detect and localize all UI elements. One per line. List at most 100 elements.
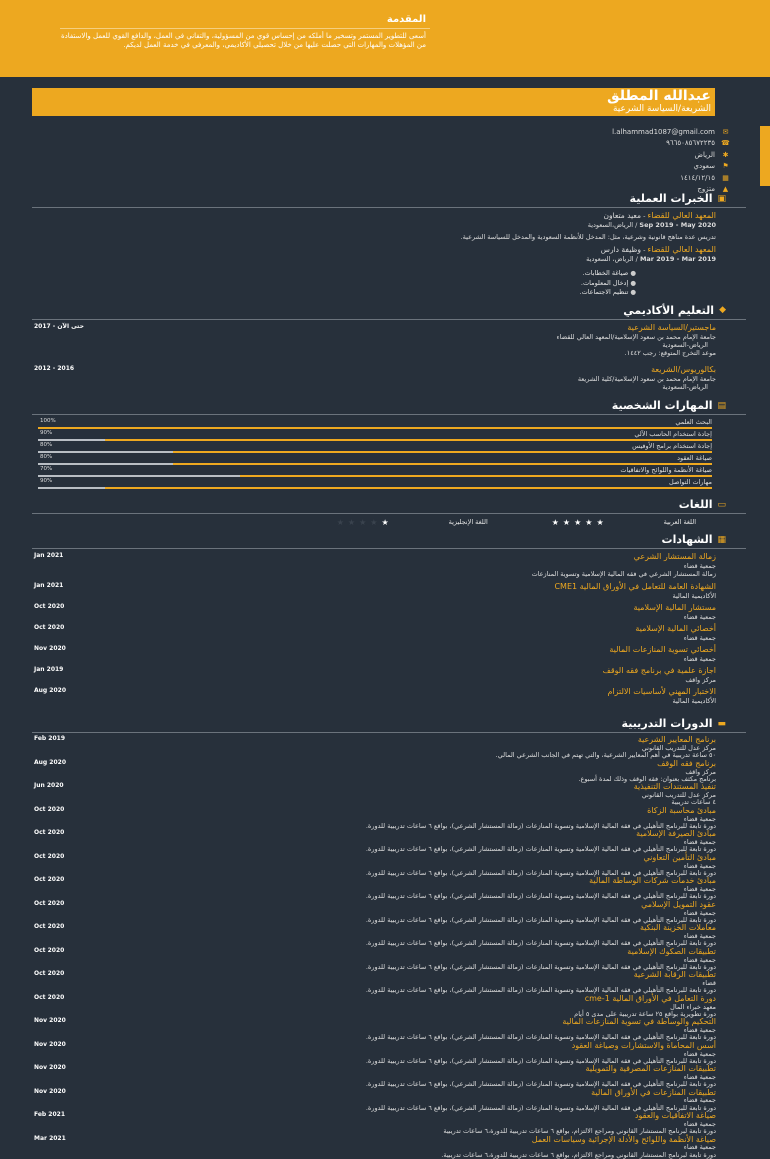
contact-item: ✱ الرياض: [612, 149, 730, 161]
course-title: صياغة الاتفاقيات والعقود: [634, 1111, 716, 1121]
section-heading-certificates: ▦ الشهادات: [32, 533, 746, 550]
certificate-date: Oct 2020: [34, 602, 65, 610]
certificate-org: الأكاديمية المالية: [672, 591, 716, 600]
certificate-entry: الاختبار المهني لأساسيات الالتزام الأكادي…: [32, 687, 746, 705]
resume-body: ▣ الخبرات العملية المعهد العالي للقضاء - م…: [32, 192, 746, 1159]
name-bar: عبدالله المطلق الشريعة/السياسة الشرعية: [32, 88, 715, 116]
star-icon: ★: [574, 518, 582, 528]
course-desc: دورة تابعة لبرنامج المستشار القانوني ومر…: [441, 1150, 716, 1159]
course-org: مركز عدل للتدريب القانوني: [641, 791, 716, 800]
skill-bar-remainder: [38, 475, 241, 478]
course-date: Oct 2020: [34, 923, 65, 931]
location: الرياض، السعودية: [586, 255, 634, 264]
courses-icon: ▬: [717, 718, 726, 729]
course-title: أسس المحاماة والاستشارات وصياغة العقود: [571, 1040, 716, 1050]
dates: 2012 - 2016: [34, 365, 75, 373]
contact-text[interactable]: l.alhammad1087@gmail.com: [612, 127, 715, 136]
skill-name: صياغة الأنظمة واللوائح والاتفاقيات: [620, 466, 712, 475]
contact-list: ✉ l.alhammad1087@gmail.com ☎ ٩٦٦٥٠٨٥٦٧٢٢٣٥ ✱…: [612, 126, 730, 195]
course-org: مركز واقف: [685, 767, 716, 776]
course-desc: دورة تابعة للبرنامج التأهيلي في فقه الما…: [365, 1056, 716, 1065]
course-date: Nov 2020: [34, 1064, 66, 1072]
star-icon: ★: [359, 518, 367, 528]
skill-row: البحث العلمي 100%: [32, 418, 746, 430]
certificate-org: جمعية قضاء: [683, 633, 716, 642]
course-desc: دورة تابعة لبرنامج المستشار القانوني ومر…: [443, 1127, 716, 1136]
skill-bar: [38, 439, 712, 442]
course-title: صياغة الأنظمة واللوائح والأدلة الإجرائية…: [531, 1134, 716, 1144]
course-org: جمعية قضاء: [683, 1049, 716, 1058]
course-desc: دورة تابعة للبرنامج التأهيلي في فقه الما…: [365, 1080, 716, 1089]
course-entry: مبادئ خدمات شركات الوساطة المالية جمعية ق…: [32, 876, 746, 900]
section-title: اللغات: [678, 498, 713, 512]
organization: المعهد العالي للقضاء: [647, 211, 716, 220]
course-entry: مبادئ التأمين التعاوني جمعية قضاء دورة تاب…: [32, 853, 746, 877]
course-desc: دورة تابعة للبرنامج التأهيلي في فقه الما…: [365, 986, 716, 995]
course-title: تطبيقات الرقابة الشرعية: [633, 970, 716, 980]
experience-entry: المعهد العالي للقضاء - معيد متعاون Sep 20…: [32, 211, 746, 241]
course-title: تطبيقات الصكوك الإسلامية: [627, 946, 716, 956]
certificate-title: الشهادة العامة للتعامل في الأوراق المالي…: [554, 581, 716, 591]
contact-item: ⚑ سعودي: [612, 161, 730, 173]
section-heading-education: ◆ التعليم الأكاديمي: [32, 304, 746, 320]
skill-percent: 70%: [40, 466, 53, 473]
certificate-title: الاختبار المهني لأساسيات الالتزام: [607, 687, 716, 697]
skill-name: إجادة استخدام الحاسب الآلي: [634, 430, 712, 439]
certificate-entry: اجازة علمية في برنامج فقه الوقف مركز واقف…: [32, 666, 746, 684]
course-org: جمعية قضاء: [683, 1143, 716, 1152]
skill-percent: 80%: [40, 442, 53, 449]
course-title: مبادئ الصيرفة الإسلامية: [636, 829, 716, 839]
skill-bar: [38, 463, 712, 466]
contact-icon: ✉: [722, 127, 729, 136]
course-desc: دورة تابعة للبرنامج التأهيلي في فقه الما…: [365, 1103, 716, 1112]
person-name: عبدالله المطلق: [607, 88, 711, 104]
dates-location: Mar 2019 - Mar 2019 / الرياض، السعودية: [32, 255, 716, 263]
course-org: جمعية قضاء: [683, 1026, 716, 1035]
course-title: برنامج المعايير الشرعية: [637, 735, 716, 745]
sep: /: [633, 221, 640, 229]
course-date: Mar 2021: [34, 1134, 66, 1142]
section-title: الدورات التدريبية: [621, 717, 713, 731]
skill-bar-remainder: [38, 451, 173, 454]
section-title: الشهادات: [661, 533, 713, 547]
bullet-item: صياغة الخطابات.: [32, 269, 636, 278]
course-entry: مبادئ الصيرفة الإسلامية جمعية قضاء دورة تا…: [32, 829, 746, 853]
contact-icon: ☎: [721, 139, 730, 148]
dates-location: Sep 2019 - May 2020 / الرياض،السعودية: [32, 221, 716, 229]
course-org: مركز عدل للتدريب القانوني: [641, 744, 716, 753]
skill-percent: 100%: [40, 418, 56, 425]
skill-name: البحث العلمي: [675, 418, 712, 427]
course-date: Oct 2020: [34, 946, 65, 954]
course-entry: تطبيقات الرقابة الشرعية قضاء دورة تابعة لل…: [32, 970, 746, 995]
course-desc: ٤ ساعات تدريبية: [671, 798, 716, 807]
course-date: Oct 2020: [34, 993, 65, 1001]
course-org: جمعية قضاء: [683, 1096, 716, 1105]
course-entry: أسس المحاماة والاستشارات وصياغة العقود جم…: [32, 1040, 746, 1065]
course-entry: برنامج فقه الوقف مركز واقف برنامج مكثف بعن…: [32, 759, 746, 783]
languages-icon: ▭: [717, 499, 726, 510]
certificate-date: Oct 2020: [34, 623, 65, 631]
course-entry: صياغة الأنظمة واللوائح والأدلة الإجرائية…: [32, 1134, 746, 1159]
certificate-entry: أخصائي المالية الإسلامية جمعية قضاء Oct 20…: [32, 624, 746, 642]
skill-name: صياغة العقود: [677, 454, 712, 463]
skill-row: صياغة الأنظمة واللوائح والاتفاقيات 70%: [32, 466, 746, 478]
skill-name: مهارات التواصل: [669, 478, 712, 487]
star-icon: ★: [596, 518, 604, 528]
experience-entry: المعهد العالي للقضاء - وظيفة دارس Mar 201…: [32, 245, 746, 297]
skills-icon: ▤: [717, 400, 726, 411]
certificate-desc: زمالة المستشار الشرعي في فقه المالية الإ…: [531, 570, 716, 579]
location: الرياض-السعودية: [662, 383, 708, 392]
intro-text: أسعى للتطوير المستمر وتسخير ما أملكه من …: [60, 32, 426, 50]
section-heading-courses: ▬ الدورات التدريبية: [32, 717, 746, 734]
course-org: قضاء: [702, 979, 716, 988]
course-org: جمعية قضاء: [683, 1073, 716, 1081]
contact-text: سعودي: [693, 162, 715, 171]
school: جامعة الإمام محمد بن سعود الإسلامية/كلية…: [577, 375, 716, 384]
skill-bar-remainder: [38, 463, 173, 466]
course-desc: دورة تطويرية بواقع ٢٥ ساعة تدريبية على م…: [574, 1009, 716, 1018]
skill-bar-remainder: [38, 439, 106, 442]
section-title: التعليم الأكاديمي: [623, 303, 715, 317]
course-entry: برنامج المعايير الشرعية مركز عدل للتدريب …: [32, 735, 746, 759]
contact-text: متزوج: [697, 185, 715, 194]
course-entry: تطبيقات المنازعات المصرفية والتمويلية جمع…: [32, 1064, 746, 1089]
